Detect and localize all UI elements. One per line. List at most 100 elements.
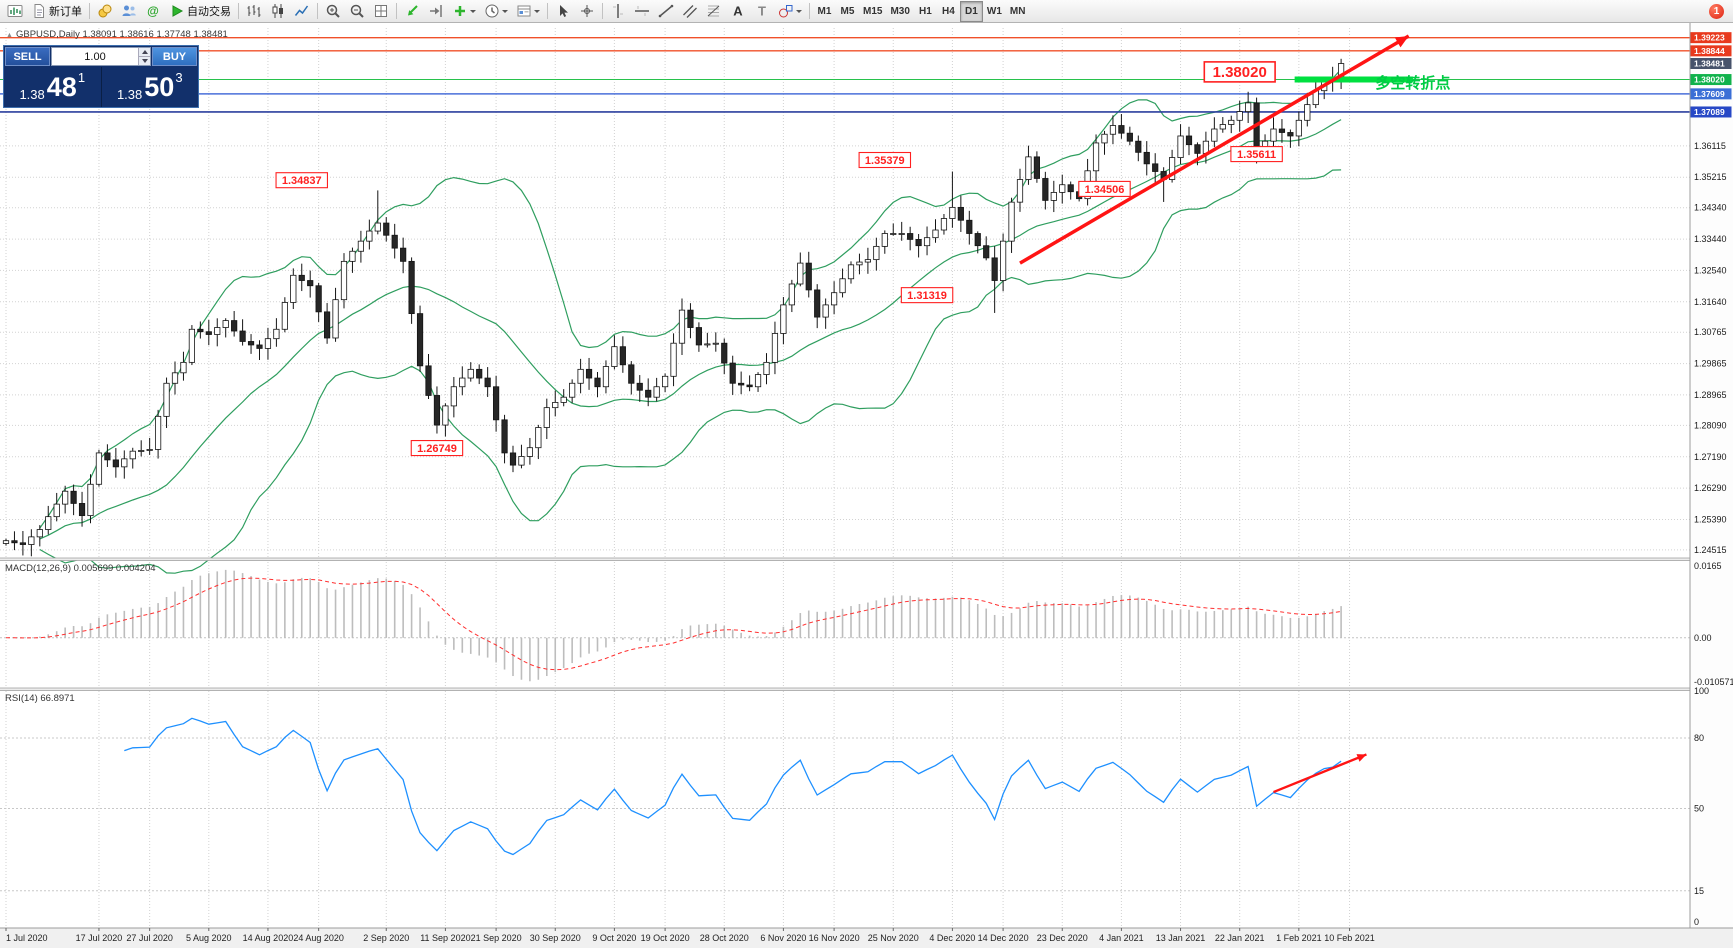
macd-pane: MACD(12,26,9) 0.005699 0.004204 — [0, 563, 1690, 682]
market-watch-button[interactable] — [93, 1, 117, 22]
timeframe-d1-button[interactable]: D1 — [959, 0, 983, 22]
svg-text:@: @ — [147, 4, 159, 18]
text-button[interactable]: A — [726, 1, 750, 22]
trendline-button[interactable] — [654, 1, 678, 22]
auto-scroll-button[interactable] — [400, 1, 424, 22]
zoom-out-button[interactable] — [345, 1, 369, 22]
price-annotation-box — [1078, 180, 1131, 197]
date-tick-label: 28 Oct 2020 — [700, 933, 749, 943]
price-scale[interactable]: 1.36115 1.35215 1.34340 1.33440 1.32540 1.316… — [1689, 23, 1733, 948]
tile-windows-button[interactable] — [369, 1, 393, 22]
chart-shift-button[interactable] — [424, 1, 448, 22]
timeframe-m1-button[interactable]: M1 — [813, 1, 836, 22]
mql5-community-button[interactable]: @ — [141, 1, 165, 22]
turning-point-label[interactable]: 多空转折点 — [1375, 74, 1450, 92]
price-tag — [1690, 106, 1732, 118]
timeframe-m5-button[interactable]: M5 — [836, 1, 859, 22]
price-annotation-box — [410, 439, 464, 457]
toolbar-separator — [809, 3, 810, 19]
periods-button[interactable] — [480, 1, 512, 22]
text-label-button[interactable]: T — [750, 1, 774, 22]
crosshair-button[interactable] — [575, 1, 599, 22]
new-order-button[interactable]: 新订单 — [27, 1, 86, 22]
fibonacci-button[interactable] — [702, 1, 726, 22]
svg-text:1.38020: 1.38020 — [1694, 75, 1725, 85]
timeframe-h4-button[interactable]: H4 — [937, 1, 960, 22]
svg-text:100: 100 — [1694, 686, 1709, 696]
zoom-in-button[interactable] — [321, 1, 345, 22]
timeframe-m30-button[interactable]: M30 — [886, 1, 913, 22]
price-tag — [1690, 45, 1732, 57]
price-tag — [1690, 74, 1732, 86]
trend-arrow[interactable] — [1019, 34, 1410, 265]
chevron-up-icon — [141, 47, 148, 54]
auto-scroll-icon — [404, 3, 420, 19]
vertical-line-button[interactable] — [606, 1, 630, 22]
date-tick-label: 1 Feb 2021 — [1276, 933, 1322, 943]
price-chart[interactable]: 多空转折点 1.34837 1.26749 1.35379 1.31319 1.34506… — [0, 23, 1733, 948]
trendline-icon — [658, 3, 674, 19]
date-tick-label: 24 Aug 2020 — [293, 933, 344, 943]
hline-icon — [634, 3, 650, 19]
candlestick-chart-button[interactable] — [266, 1, 290, 22]
crosshair-icon — [579, 3, 595, 19]
buy-button[interactable]: BUY — [152, 47, 197, 66]
price-annotations[interactable]: 1.34837 1.26749 1.35379 1.31319 1.34506 1.356… — [275, 61, 1283, 457]
indicators-button[interactable] — [448, 1, 480, 22]
channel-button[interactable] — [678, 1, 702, 22]
date-tick-label: 13 Jan 2021 — [1156, 933, 1206, 943]
vline-icon — [610, 3, 626, 19]
horizontal-line-button[interactable] — [630, 1, 654, 22]
clock-icon — [484, 3, 500, 19]
date-tick-label: 4 Jan 2021 — [1099, 933, 1144, 943]
price-annotation-box — [1203, 61, 1276, 83]
cursor-icon — [555, 3, 571, 19]
zoom-in-icon — [325, 3, 341, 19]
autotrading-button[interactable]: 自动交易 — [165, 1, 235, 22]
timeframe-m15-button[interactable]: M15 — [859, 1, 886, 22]
autotrading-button-label: 自动交易 — [187, 6, 231, 18]
timeframe-h1-button[interactable]: H1 — [914, 1, 937, 22]
date-tick-label: 22 Jan 2021 — [1215, 933, 1265, 943]
text-t-icon: T — [754, 3, 770, 19]
pane-separators[interactable] — [0, 557, 1733, 691]
shapes-button[interactable] — [774, 1, 806, 22]
chevron-down-icon — [796, 10, 802, 16]
sell-price[interactable]: 1.38 48 1 — [4, 67, 102, 107]
date-tick-label: 16 Nov 2020 — [809, 933, 860, 943]
buy-price[interactable]: 1.38 50 3 — [102, 67, 199, 107]
channel-icon — [682, 3, 698, 19]
svg-text:1.38844: 1.38844 — [1694, 46, 1725, 56]
rsi-pane: RSI(14) 66.8971 — [0, 693, 1690, 892]
play-icon — [169, 3, 185, 19]
svg-text:A: A — [733, 4, 743, 19]
timeframe-w1-button[interactable]: W1 — [983, 1, 1006, 22]
template-icon — [516, 3, 532, 19]
sell-button[interactable]: SELL — [5, 47, 50, 66]
volume-input[interactable] — [52, 48, 138, 65]
svg-text:1.27190: 1.27190 — [1694, 452, 1727, 462]
svg-text:多空转折点: 多空转折点 — [1375, 74, 1450, 92]
toolbar: 新订单 @ 自动交易 A T M1 M5 M15 M30 H1 H4 D1 W1 MN 1 — [0, 0, 1733, 23]
date-tick-label: 23 Dec 2020 — [1037, 933, 1088, 943]
date-axis[interactable]: 1 Jul 2020 17 Jul 2020 27 Jul 2020 5 Aug 20… — [0, 927, 1733, 948]
tile-icon — [373, 3, 389, 19]
date-tick-label: 2 Sep 2020 — [363, 933, 409, 943]
timeframe-mn-button[interactable]: MN — [1006, 1, 1030, 22]
volume-down-button[interactable] — [139, 57, 150, 65]
volume-up-button[interactable] — [139, 48, 150, 57]
bar-chart-button[interactable] — [242, 1, 266, 22]
volume-field — [51, 47, 151, 66]
notification-badge[interactable]: 1 — [1709, 3, 1724, 19]
community-button[interactable] — [117, 1, 141, 22]
svg-text:1.34340: 1.34340 — [1694, 203, 1727, 213]
templates-button[interactable] — [512, 1, 544, 22]
new-chart-button[interactable] — [3, 1, 27, 22]
svg-text:1.31640: 1.31640 — [1694, 297, 1727, 307]
price-annotation-text: 1.26749 — [417, 443, 457, 455]
cursor-button[interactable] — [551, 1, 575, 22]
line-chart-button[interactable] — [290, 1, 314, 22]
toolbar-separator — [89, 3, 90, 19]
text-a-icon: A — [730, 3, 746, 19]
svg-text:1.37089: 1.37089 — [1694, 107, 1725, 117]
